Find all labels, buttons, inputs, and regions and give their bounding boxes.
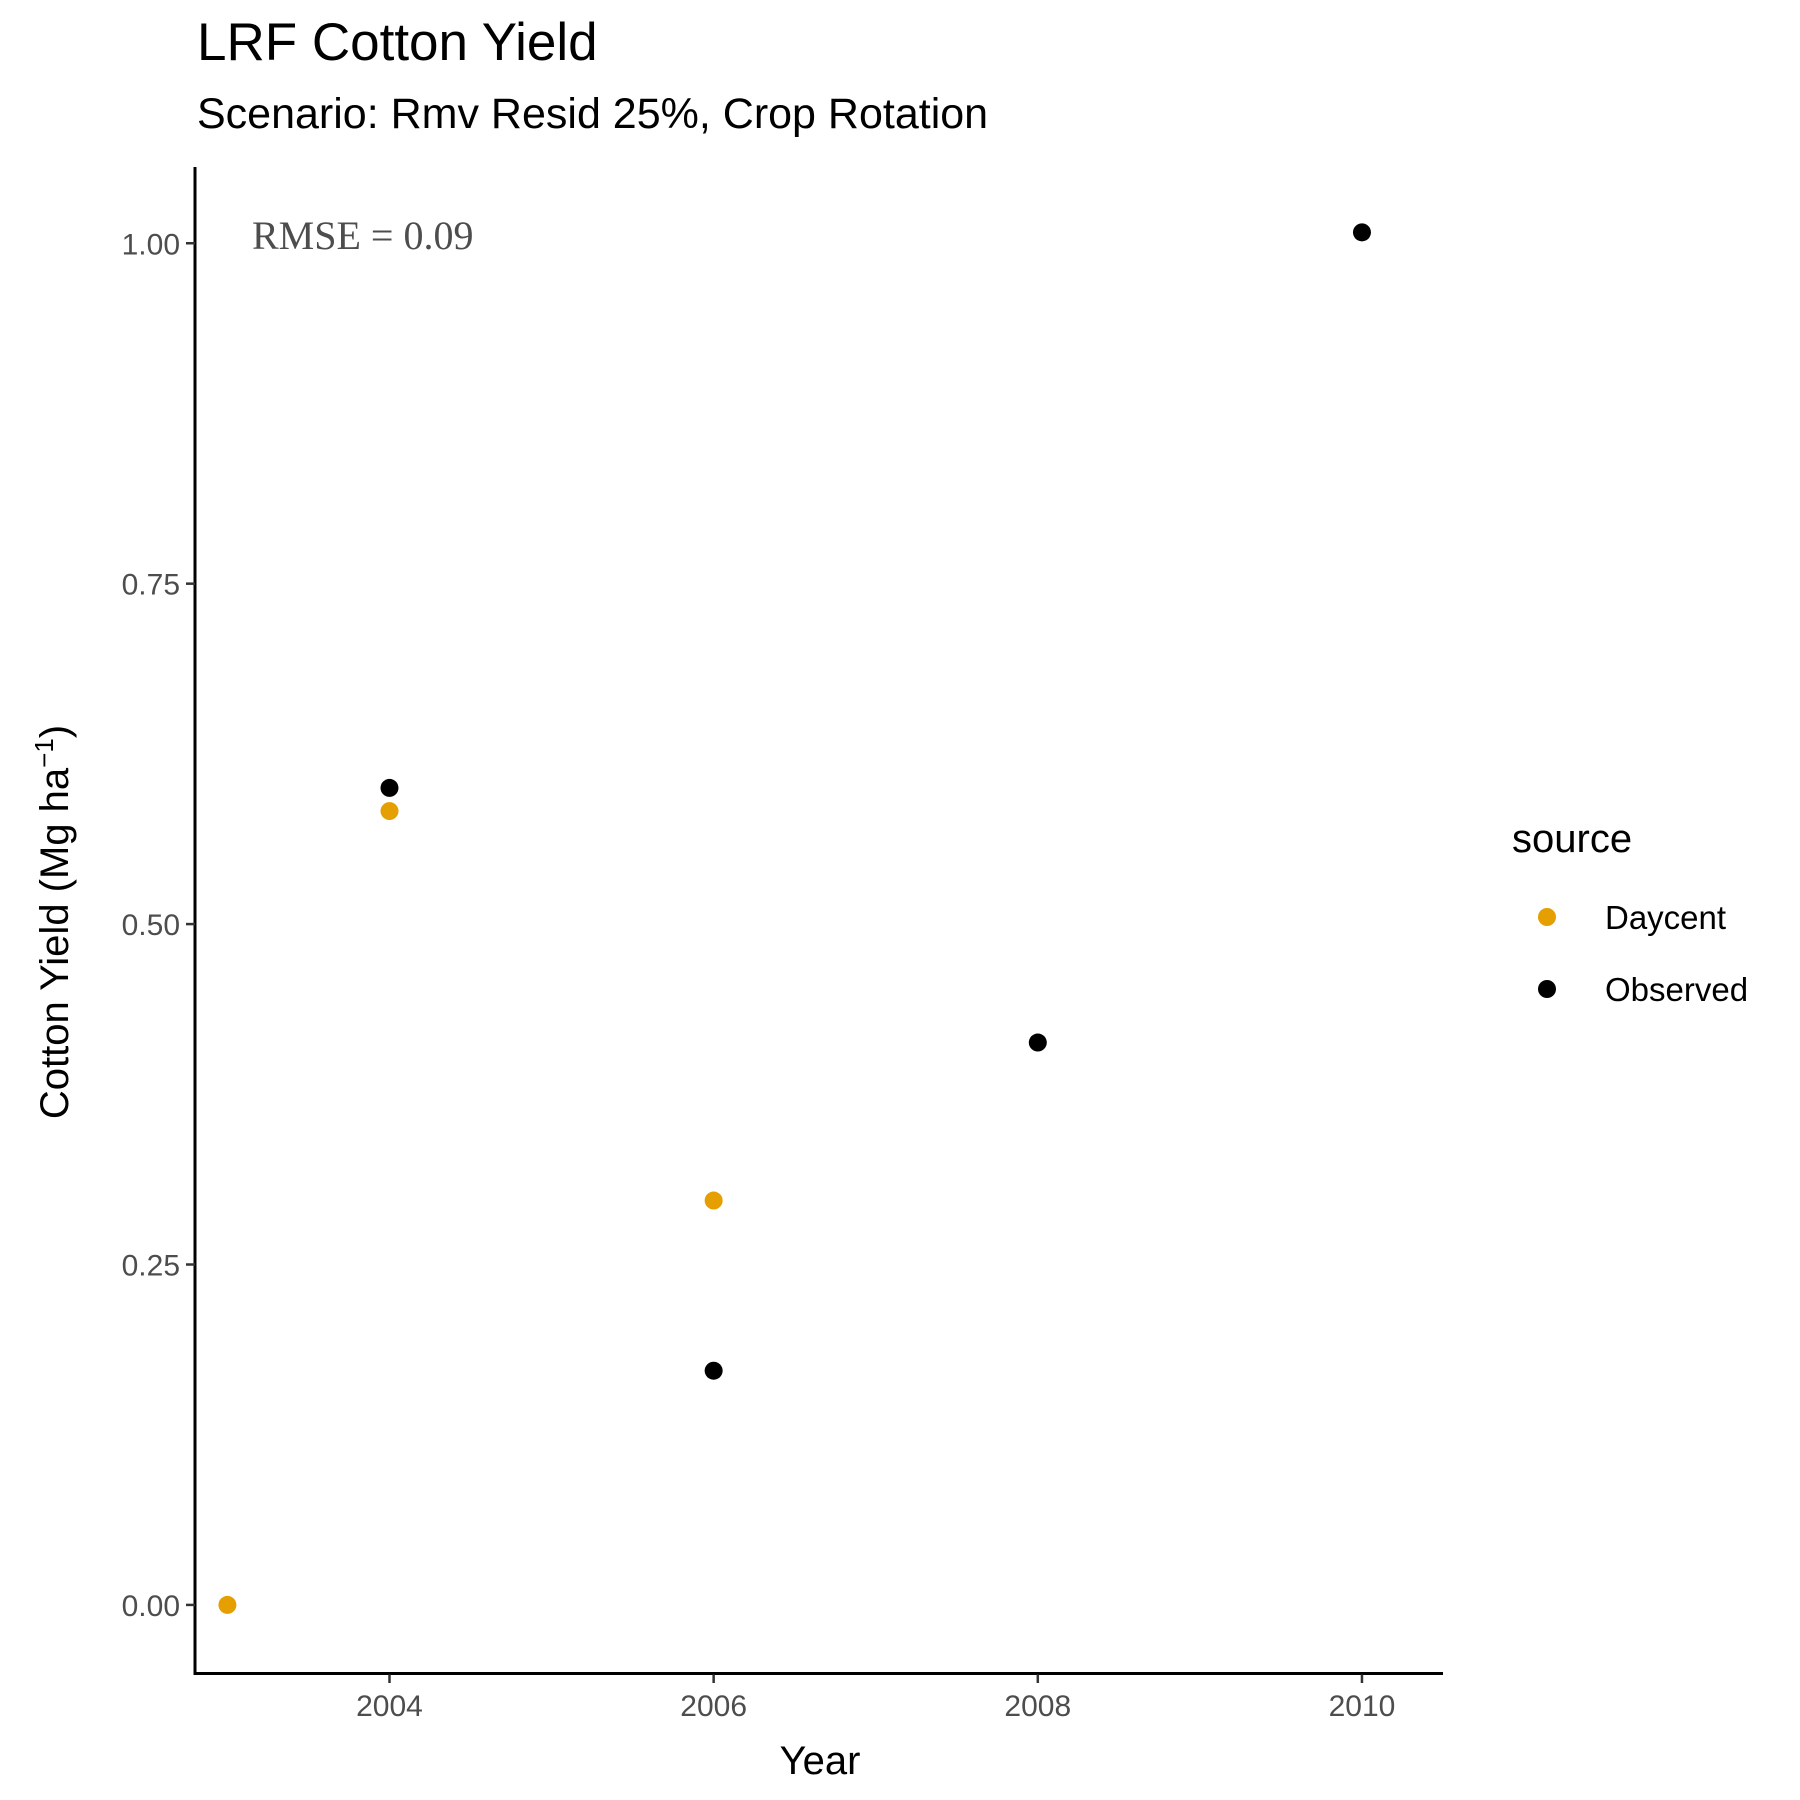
x-tick-label: 2004 <box>356 1690 423 1723</box>
legend-items: Daycent Observed <box>1538 899 1748 1008</box>
legend-title: source <box>1512 817 1632 861</box>
y-tick-label: 0.25 <box>122 1250 180 1283</box>
data-point-daycent <box>380 802 399 821</box>
x-tick-label: 2006 <box>680 1690 747 1723</box>
y-axis-title: Cotton Yield (Mg ha−1) <box>29 725 77 1119</box>
x-tick-label: 2010 <box>1329 1690 1396 1723</box>
legend-label-daycent: Daycent <box>1605 899 1726 936</box>
legend-label-observed: Observed <box>1605 971 1748 1008</box>
y-tick-label: 0.75 <box>122 569 180 602</box>
data-point-observed <box>704 1361 723 1380</box>
data-points <box>218 223 1371 1614</box>
data-point-observed <box>380 778 399 797</box>
x-axis-ticks: 2004 2006 2008 2010 <box>356 1674 1396 1723</box>
legend-key-daycent <box>1538 908 1556 926</box>
chart-subtitle: Scenario: Rmv Resid 25%, Crop Rotation <box>197 90 989 138</box>
x-tick-label: 2008 <box>1004 1690 1071 1723</box>
plot-area: 0.00 0.25 0.50 0.75 1.00 2004 2006 2008 2010 RM… <box>122 167 1443 1723</box>
data-point-daycent <box>704 1191 723 1210</box>
data-point-observed <box>1352 223 1371 242</box>
legend: source Daycent Observed <box>1512 817 1748 1008</box>
rmse-annotation: RMSE = 0.09 <box>252 213 473 258</box>
y-axis-title-superscript: −1 <box>29 738 59 768</box>
legend-key-observed <box>1538 980 1556 998</box>
data-point-observed <box>1028 1033 1047 1052</box>
y-axis-title-group: Cotton Yield (Mg ha−1) <box>29 725 77 1119</box>
y-tick-label: 0.50 <box>122 909 180 942</box>
y-axis-title-main: Cotton Yield (Mg ha <box>33 767 77 1119</box>
y-axis-ticks: 0.00 0.25 0.50 0.75 1.00 <box>122 228 195 1623</box>
x-axis-title: Year <box>780 1739 861 1783</box>
y-tick-label: 0.00 <box>122 1590 180 1623</box>
data-point-daycent <box>218 1595 237 1614</box>
y-axis-title-close: ) <box>33 725 77 738</box>
y-tick-label: 1.00 <box>122 228 180 261</box>
chart-title: LRF Cotton Yield <box>197 13 598 72</box>
